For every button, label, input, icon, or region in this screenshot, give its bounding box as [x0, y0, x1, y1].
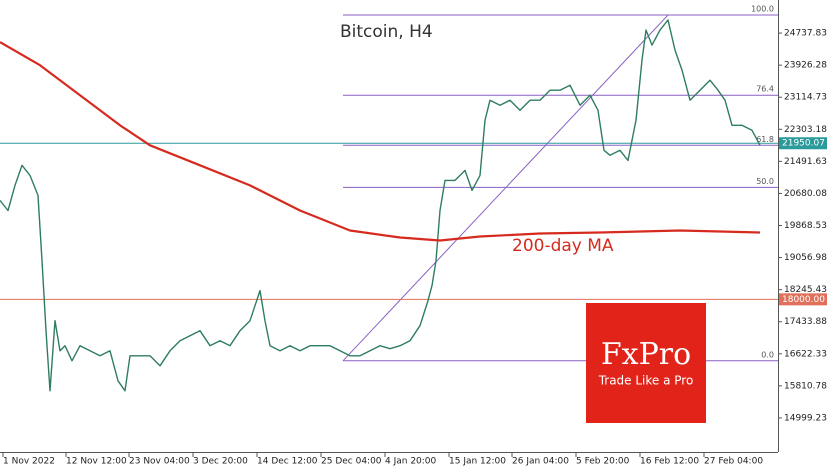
logo-box — [586, 303, 706, 423]
y-tick-label: 21491.63 — [784, 157, 827, 167]
x-tick-label: 12 Nov 12:00 — [66, 457, 127, 467]
y-tick-label: 19056.98 — [784, 253, 827, 263]
y-tick-label: 19868.53 — [784, 221, 827, 231]
logo-title: FxPro — [601, 337, 691, 372]
y-tick-label: 16622.33 — [784, 349, 827, 359]
annotation: 200-day MA — [512, 236, 614, 256]
fib-label: 76.4 — [756, 85, 774, 94]
fib-trend-line — [342, 14, 669, 362]
chart-title: Bitcoin, H4 — [340, 22, 433, 42]
x-tick-label: 4 Jan 20:00 — [385, 457, 437, 467]
plot-area: 100.0 76.4 61.8 50.0 0.0 — [0, 5, 778, 392]
x-tick-label: 14 Dec 12:00 — [257, 457, 318, 467]
y-tick-label: 20680.08 — [784, 189, 827, 199]
logo-tagline: Trade Like a Pro — [598, 374, 694, 388]
x-tick-label: 15 Jan 12:00 — [449, 457, 506, 467]
fib-label: 61.8 — [756, 135, 774, 144]
x-tick-label: 23 Nov 04:00 — [129, 457, 190, 467]
x-tick-label: 25 Dec 04:00 — [321, 457, 382, 467]
price-label-box — [779, 137, 827, 150]
fib-label: 50.0 — [756, 177, 774, 186]
y-tick-label: 24737.83 — [784, 29, 827, 39]
y-tick-label: 23114.73 — [784, 93, 827, 103]
price-label: 18000.00 — [782, 295, 825, 305]
y-tick-label: 23926.28 — [784, 61, 827, 71]
x-tick-label: 3 Dec 20:00 — [193, 457, 248, 467]
y-tick-label: 17433.88 — [784, 317, 827, 327]
y-tick-label: 15810.78 — [784, 381, 827, 391]
fib-label: 100.0 — [751, 5, 774, 14]
x-tick-label: 26 Jan 04:00 — [512, 457, 569, 467]
y-tick-label: 22303.18 — [784, 125, 827, 135]
x-tick-label: 27 Feb 04:00 — [704, 457, 763, 467]
y-tick-label: 18245.43 — [784, 285, 827, 295]
price-line-series — [0, 19, 761, 392]
price-label-box — [779, 293, 827, 306]
x-tick-label: 1 Nov 2022 — [3, 457, 55, 467]
moving-average — [0, 41, 761, 242]
x-tick-label: 5 Feb 20:00 — [576, 457, 630, 467]
x-tick-label: 16 Feb 12:00 — [640, 457, 699, 467]
y-tick-label: 14999.23 — [784, 413, 827, 423]
price-label: 21950.07 — [782, 139, 825, 149]
fib-label: 0.0 — [761, 350, 774, 359]
